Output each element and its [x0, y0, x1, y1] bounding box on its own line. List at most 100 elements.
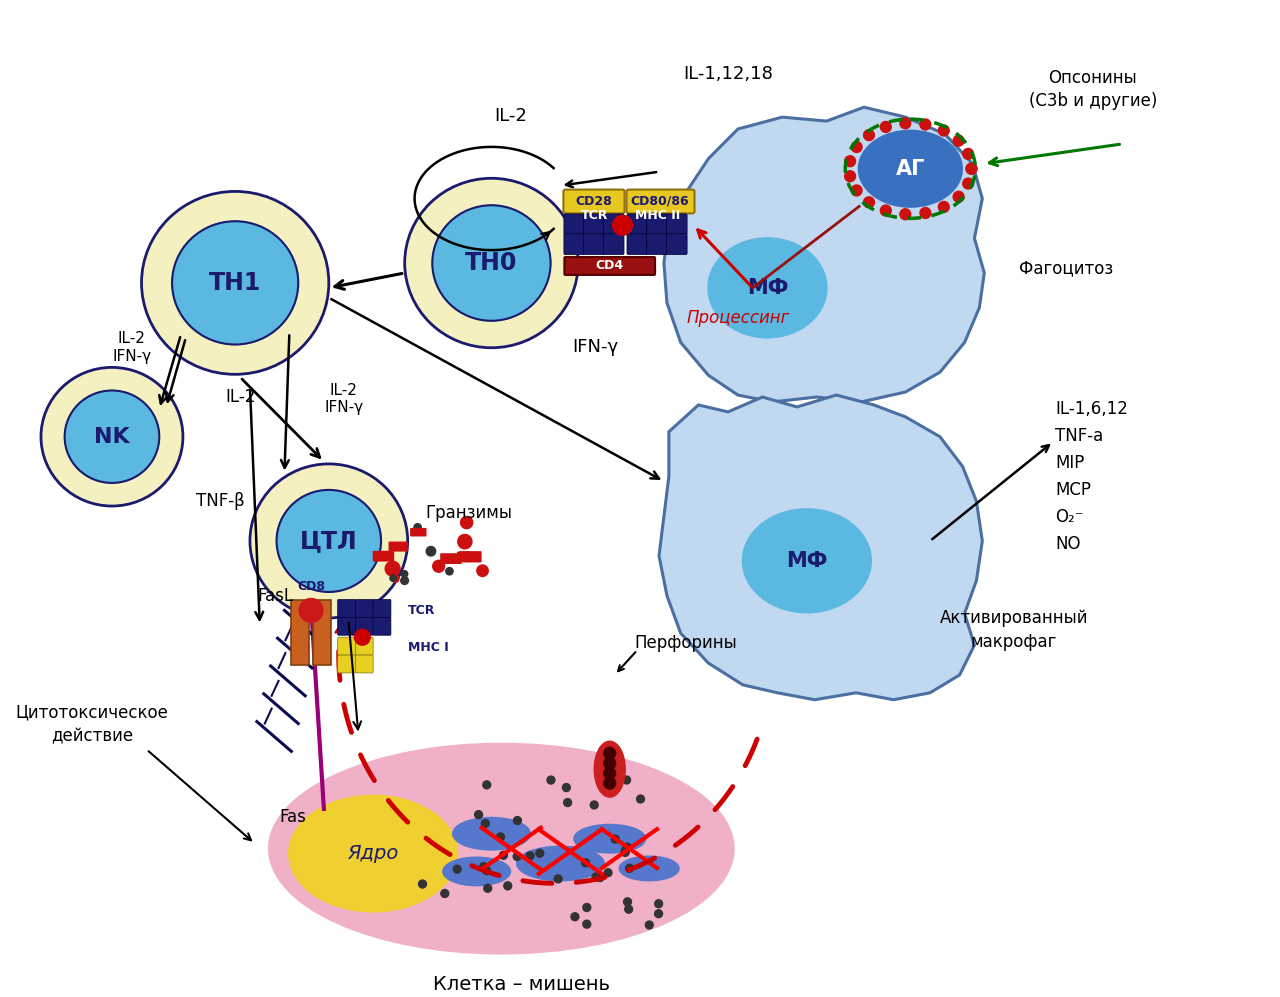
FancyBboxPatch shape	[338, 655, 356, 673]
FancyBboxPatch shape	[356, 637, 374, 655]
Text: MHC II: MHC II	[635, 209, 681, 222]
Circle shape	[499, 851, 507, 859]
Text: IL-2
IFN-γ: IL-2 IFN-γ	[113, 331, 151, 364]
Polygon shape	[659, 395, 982, 700]
Text: Fas: Fas	[279, 808, 306, 826]
Circle shape	[433, 560, 444, 572]
FancyBboxPatch shape	[584, 214, 604, 234]
Ellipse shape	[355, 629, 370, 645]
FancyBboxPatch shape	[564, 214, 585, 234]
FancyBboxPatch shape	[627, 214, 648, 234]
Circle shape	[604, 748, 616, 760]
Circle shape	[864, 130, 874, 141]
FancyBboxPatch shape	[410, 527, 426, 536]
Text: CD8: CD8	[297, 579, 325, 592]
Circle shape	[300, 598, 323, 622]
Text: МФ: МФ	[746, 278, 788, 298]
Circle shape	[419, 880, 426, 888]
FancyBboxPatch shape	[356, 599, 374, 617]
Circle shape	[920, 207, 931, 218]
Ellipse shape	[613, 215, 632, 235]
Text: Активированный
макрофаг: Активированный макрофаг	[940, 609, 1088, 651]
Text: ТН1: ТН1	[209, 271, 261, 295]
FancyBboxPatch shape	[564, 257, 655, 275]
Ellipse shape	[443, 857, 511, 885]
FancyBboxPatch shape	[603, 214, 625, 234]
Ellipse shape	[575, 825, 645, 852]
Circle shape	[622, 846, 630, 854]
FancyBboxPatch shape	[338, 617, 356, 635]
Circle shape	[477, 565, 488, 576]
FancyBboxPatch shape	[372, 550, 394, 561]
Text: IL-2: IL-2	[495, 107, 527, 126]
Text: АГ: АГ	[896, 159, 925, 178]
Polygon shape	[664, 108, 984, 402]
FancyBboxPatch shape	[563, 189, 625, 213]
Ellipse shape	[708, 238, 827, 337]
Circle shape	[622, 776, 631, 784]
Circle shape	[401, 570, 408, 577]
Circle shape	[596, 873, 604, 881]
Circle shape	[920, 119, 931, 130]
Circle shape	[571, 913, 579, 920]
Ellipse shape	[404, 178, 579, 348]
FancyBboxPatch shape	[667, 214, 687, 234]
Circle shape	[563, 799, 572, 807]
Circle shape	[621, 848, 628, 856]
Circle shape	[513, 817, 521, 825]
Circle shape	[612, 835, 620, 843]
Circle shape	[623, 843, 631, 851]
FancyBboxPatch shape	[667, 233, 687, 254]
Text: Цитотоксическое
действие: Цитотоксическое действие	[15, 704, 169, 746]
Circle shape	[623, 898, 631, 906]
Text: IFN-γ: IFN-γ	[572, 338, 618, 356]
Circle shape	[390, 575, 397, 581]
FancyBboxPatch shape	[374, 617, 390, 635]
Circle shape	[513, 852, 521, 860]
Text: TNF-β: TNF-β	[196, 493, 244, 510]
Circle shape	[654, 899, 663, 907]
Text: CD28: CD28	[576, 195, 612, 208]
FancyBboxPatch shape	[603, 233, 625, 254]
Circle shape	[413, 523, 421, 531]
Circle shape	[966, 164, 977, 174]
Circle shape	[954, 136, 964, 147]
FancyBboxPatch shape	[338, 599, 356, 617]
Circle shape	[593, 873, 600, 880]
Circle shape	[483, 866, 490, 874]
FancyBboxPatch shape	[627, 233, 648, 254]
Circle shape	[626, 864, 634, 872]
FancyBboxPatch shape	[626, 189, 695, 213]
Ellipse shape	[142, 191, 329, 374]
Circle shape	[480, 862, 488, 870]
FancyBboxPatch shape	[389, 541, 408, 551]
Circle shape	[645, 921, 653, 929]
Text: Фагоцитоз: Фагоцитоз	[1019, 259, 1114, 277]
Circle shape	[851, 142, 861, 153]
Circle shape	[562, 784, 571, 792]
Bar	[314, 600, 330, 665]
Circle shape	[900, 118, 911, 129]
Circle shape	[938, 125, 950, 136]
Circle shape	[483, 781, 490, 789]
Ellipse shape	[517, 846, 604, 880]
Circle shape	[458, 534, 472, 548]
Circle shape	[445, 567, 453, 575]
Circle shape	[851, 185, 861, 196]
FancyBboxPatch shape	[564, 233, 585, 254]
FancyBboxPatch shape	[584, 233, 604, 254]
Ellipse shape	[859, 131, 961, 206]
Circle shape	[497, 832, 504, 840]
Circle shape	[900, 208, 911, 219]
Circle shape	[426, 546, 435, 556]
Text: TCR: TCR	[581, 209, 608, 222]
Ellipse shape	[276, 490, 381, 592]
Ellipse shape	[453, 818, 530, 849]
Text: IL-1,12,18: IL-1,12,18	[684, 66, 773, 84]
Ellipse shape	[289, 796, 457, 911]
FancyBboxPatch shape	[646, 214, 667, 234]
Text: IL-1,6,12
TNF-a
MIP
MCP
O₂⁻
NO: IL-1,6,12 TNF-a MIP MCP O₂⁻ NO	[1055, 400, 1128, 553]
Circle shape	[453, 865, 461, 873]
FancyBboxPatch shape	[374, 599, 390, 617]
Ellipse shape	[270, 745, 733, 953]
